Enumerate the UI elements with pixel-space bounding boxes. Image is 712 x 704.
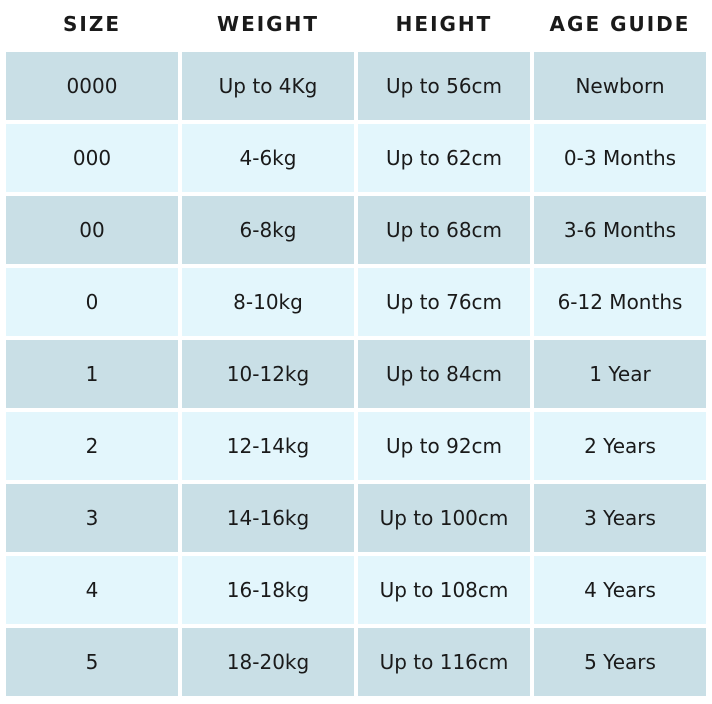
- cell-weight: 18-20kg: [182, 628, 354, 696]
- cell-size: 00: [6, 196, 178, 264]
- cell-height: Up to 62cm: [358, 124, 530, 192]
- cell-size: 0: [6, 268, 178, 336]
- cell-size: 000: [6, 124, 178, 192]
- cell-height: Up to 116cm: [358, 628, 530, 696]
- cell-weight: 4-6kg: [182, 124, 354, 192]
- size-chart-table: 0000 Up to 4Kg Up to 56cm Newborn 000 4-6kg Up…: [6, 52, 706, 696]
- cell-size: 1: [6, 340, 178, 408]
- cell-height: Up to 84cm: [358, 340, 530, 408]
- cell-age-guide: 5 Years: [534, 628, 706, 696]
- cell-size: 4: [6, 556, 178, 624]
- cell-height: Up to 68cm: [358, 196, 530, 264]
- cell-age-guide: Newborn: [534, 52, 706, 120]
- header-age-guide: AGE GUIDE: [549, 12, 691, 36]
- table-header: SIZE WEIGHT HEIGHT AGE GUIDE: [6, 0, 706, 48]
- cell-weight: Up to 4Kg: [182, 52, 354, 120]
- cell-age-guide: 2 Years: [534, 412, 706, 480]
- cell-weight: 8-10kg: [182, 268, 354, 336]
- cell-age-guide: 1 Year: [534, 340, 706, 408]
- cell-age-guide: 0-3 Months: [534, 124, 706, 192]
- header-weight: WEIGHT: [217, 12, 319, 36]
- cell-age-guide: 3 Years: [534, 484, 706, 552]
- cell-weight: 10-12kg: [182, 340, 354, 408]
- cell-age-guide: 3-6 Months: [534, 196, 706, 264]
- cell-age-guide: 4 Years: [534, 556, 706, 624]
- header-height: HEIGHT: [395, 12, 493, 36]
- cell-height: Up to 92cm: [358, 412, 530, 480]
- cell-weight: 14-16kg: [182, 484, 354, 552]
- cell-height: Up to 76cm: [358, 268, 530, 336]
- cell-weight: 6-8kg: [182, 196, 354, 264]
- cell-size: 3: [6, 484, 178, 552]
- cell-weight: 12-14kg: [182, 412, 354, 480]
- cell-size: 0000: [6, 52, 178, 120]
- cell-size: 2: [6, 412, 178, 480]
- header-size: SIZE: [62, 12, 121, 36]
- cell-size: 5: [6, 628, 178, 696]
- cell-age-guide: 6-12 Months: [534, 268, 706, 336]
- cell-height: Up to 56cm: [358, 52, 530, 120]
- cell-height: Up to 100cm: [358, 484, 530, 552]
- cell-weight: 16-18kg: [182, 556, 354, 624]
- cell-height: Up to 108cm: [358, 556, 530, 624]
